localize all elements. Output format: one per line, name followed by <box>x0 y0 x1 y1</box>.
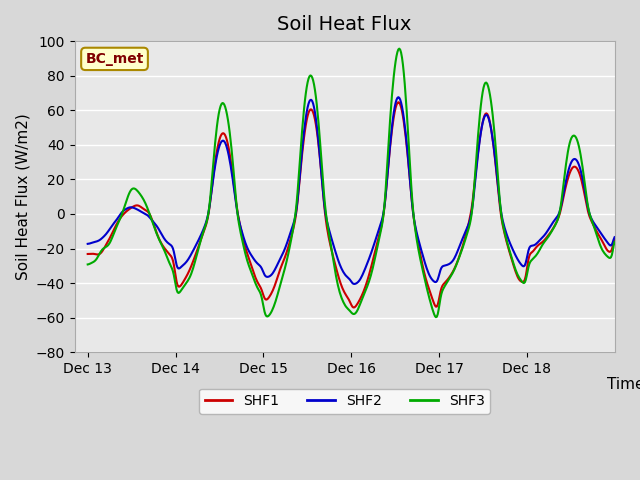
SHF2 <box>441 263 449 268</box>
SHF2 <box>403 139 410 145</box>
SHF3 <box>396 46 403 51</box>
SHF2 <box>351 281 358 287</box>
Y-axis label: Soil Heat Flux (W/m2): Soil Heat Flux (W/m2) <box>15 113 30 280</box>
SHF1 <box>546 231 554 237</box>
SHF1 <box>441 279 449 285</box>
SHF1 <box>86 251 94 257</box>
SHF3 <box>402 93 410 99</box>
SHF1 <box>394 99 402 105</box>
SHF3 <box>546 232 554 238</box>
SHF3 <box>84 262 92 267</box>
Title: Soil Heat Flux: Soil Heat Flux <box>277 15 412 34</box>
SHF2 <box>84 241 92 247</box>
Text: BC_met: BC_met <box>85 52 144 66</box>
SHF3 <box>582 192 590 197</box>
SHF3 <box>611 239 618 245</box>
SHF1 <box>268 289 276 295</box>
Legend: SHF1, SHF2, SHF3: SHF1, SHF2, SHF3 <box>199 389 490 414</box>
SHF3 <box>432 314 440 320</box>
SHF1 <box>403 142 410 148</box>
SHF1 <box>349 305 357 311</box>
SHF1 <box>582 200 590 206</box>
SHF3 <box>268 308 276 314</box>
Line: SHF1: SHF1 <box>88 102 614 308</box>
Line: SHF3: SHF3 <box>88 48 614 317</box>
SHF2 <box>86 240 94 246</box>
SHF2 <box>611 234 618 240</box>
SHF2 <box>582 195 590 201</box>
SHF2 <box>546 225 554 230</box>
X-axis label: Time: Time <box>607 377 640 392</box>
Line: SHF2: SHF2 <box>88 97 614 284</box>
SHF3 <box>441 283 449 288</box>
SHF1 <box>84 251 92 257</box>
SHF1 <box>611 236 618 242</box>
SHF2 <box>394 95 402 100</box>
SHF3 <box>86 261 94 266</box>
SHF2 <box>268 271 276 277</box>
